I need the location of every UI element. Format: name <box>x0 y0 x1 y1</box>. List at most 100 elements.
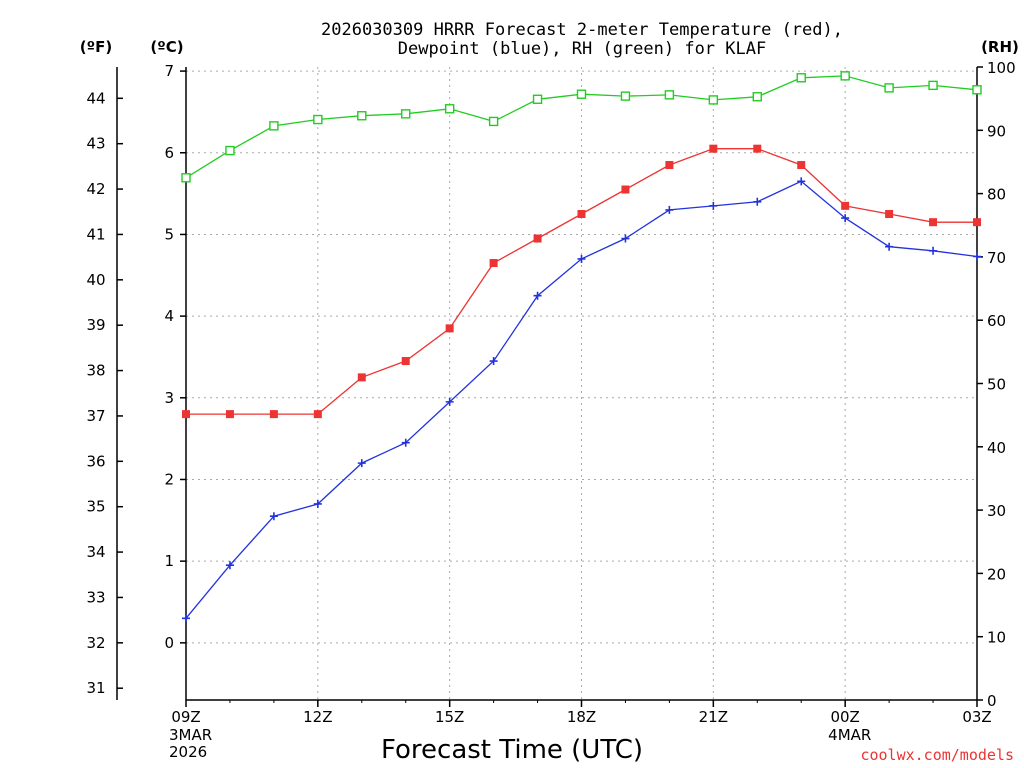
series-rh <box>181 71 982 183</box>
rh-point <box>928 80 938 91</box>
dewpoint-line <box>185 180 978 619</box>
rh-point <box>620 91 631 101</box>
dewpoint-point <box>269 512 278 521</box>
rh-point <box>401 109 411 119</box>
rh-tick-label: 60 <box>987 312 1006 330</box>
x-tick-label: 09Z <box>171 708 200 726</box>
fahrenheit-tick-label: 33 <box>86 588 105 606</box>
fahrenheit-tick-label: 37 <box>86 407 105 425</box>
chart-title-line1: 2026030309 HRRR Forecast 2-meter Tempera… <box>321 20 843 40</box>
celsius-tick-label: 6 <box>164 144 174 162</box>
fahrenheit-tick-label: 31 <box>86 679 105 697</box>
temperature-point <box>841 201 850 210</box>
rh-tick-label: 40 <box>987 439 1006 457</box>
chart-title-line2: Dewpoint (blue), RH (green) for KLAF <box>398 39 766 59</box>
temperature-point <box>709 144 718 153</box>
fahrenheit-tick-label: 35 <box>86 498 105 516</box>
temperature-point <box>973 218 981 227</box>
fahrenheit-unit-label: (ºF) <box>80 38 112 56</box>
rh-point <box>313 114 323 125</box>
dewpoint-point <box>797 177 806 186</box>
temperature-point <box>753 144 762 153</box>
temperature-point <box>182 410 190 419</box>
x-axis-label: Forecast Time (UTC) <box>381 735 643 765</box>
credit-text: coolwx.com/models <box>860 746 1014 764</box>
x-tick-label: 12Z <box>303 708 332 726</box>
rh-tick-label: 10 <box>987 629 1006 647</box>
rh-tick-label: 100 <box>987 59 1016 77</box>
rh-tick-label: 20 <box>987 565 1006 583</box>
temperature-point <box>313 410 322 419</box>
rh-tick-label: 30 <box>987 502 1006 520</box>
rh-point <box>972 85 982 95</box>
fahrenheit-tick-label: 40 <box>86 271 105 289</box>
rh-point <box>752 92 762 102</box>
rh-point <box>840 71 850 81</box>
x-tick-year: 2026 <box>169 743 207 761</box>
celsius-unit-label: (ºC) <box>150 38 183 56</box>
celsius-tick-label: 3 <box>164 389 174 407</box>
rh-point <box>444 104 455 114</box>
temperature-point <box>621 185 630 194</box>
fahrenheit-tick-label: 38 <box>86 362 105 380</box>
gridlines <box>186 67 977 700</box>
dewpoint-point <box>357 459 366 468</box>
data-series <box>181 71 982 623</box>
rh-point <box>576 89 587 99</box>
dewpoint-point <box>753 197 762 206</box>
celsius-tick-label: 0 <box>164 634 174 652</box>
series-dewpoint <box>182 177 981 623</box>
temperature-point <box>401 357 410 366</box>
temperature-point <box>489 259 498 268</box>
rh-point <box>708 95 719 105</box>
x-tick-label: 00Z <box>830 708 859 726</box>
dewpoint-point <box>665 205 674 214</box>
celsius-tick-label: 2 <box>164 470 174 488</box>
rh-unit-label: (RH) <box>981 38 1019 56</box>
dewpoint-point <box>489 357 498 366</box>
dewpoint-point <box>182 614 190 623</box>
fahrenheit-tick-label: 44 <box>86 89 105 107</box>
temperature-point <box>665 161 674 170</box>
rh-point <box>884 83 894 93</box>
dewpoint-point <box>401 438 410 447</box>
temperature-point <box>885 210 894 219</box>
fahrenheit-tick-label: 34 <box>86 543 105 561</box>
celsius-tick-label: 1 <box>164 552 174 570</box>
temperature-point <box>445 324 454 333</box>
fahrenheit-tick-label: 42 <box>86 180 105 198</box>
rh-point <box>357 111 367 121</box>
temperature-point <box>929 218 938 227</box>
rh-tick-label: 70 <box>987 249 1006 267</box>
dewpoint-point <box>445 397 454 406</box>
series-temperature <box>182 144 981 419</box>
rh-point <box>664 90 675 100</box>
x-tick-label: 15Z <box>435 708 464 726</box>
temperature-point <box>269 410 278 419</box>
x-tick-label: 18Z <box>567 708 596 726</box>
rh-point <box>488 116 499 127</box>
rh-tick-label: 80 <box>987 186 1006 204</box>
temperature-point <box>357 373 366 382</box>
dewpoint-point <box>973 252 981 261</box>
dewpoint-point <box>577 254 586 263</box>
dewpoint-point <box>841 214 850 223</box>
temperature-point <box>577 210 586 219</box>
rh-point <box>796 73 806 83</box>
rh-tick-label: 50 <box>987 376 1006 394</box>
rh-tick-label: 90 <box>987 122 1006 140</box>
rh-point <box>269 121 279 131</box>
dewpoint-point <box>225 561 234 570</box>
x-tick-date: 3MAR <box>169 726 212 744</box>
rh-point <box>181 173 191 183</box>
fahrenheit-tick-label: 43 <box>86 135 105 153</box>
x-tick-date: 4MAR <box>828 726 871 744</box>
x-tick-label: 03Z <box>962 708 991 726</box>
axis-ticks: 0123456731323334353637383940414243440102… <box>86 59 1015 761</box>
dewpoint-point <box>929 246 938 255</box>
rh-tick-label: 0 <box>987 692 997 710</box>
fahrenheit-tick-label: 41 <box>86 225 105 243</box>
rh-point <box>532 94 543 104</box>
dewpoint-point <box>621 234 630 243</box>
